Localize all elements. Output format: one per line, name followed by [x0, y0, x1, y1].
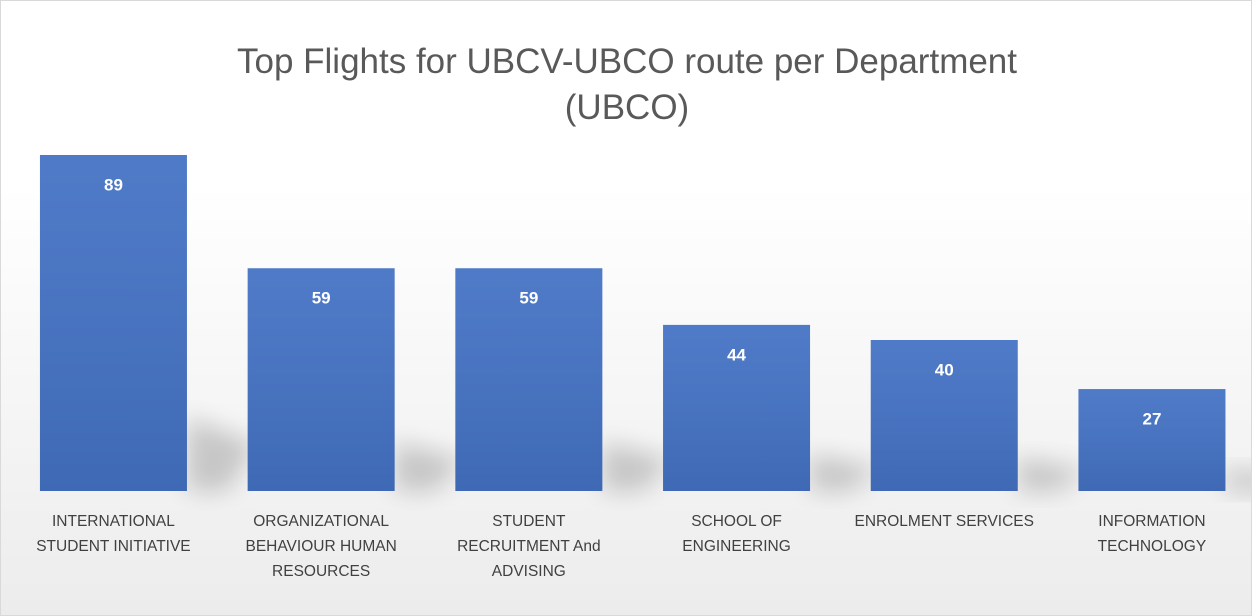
chart-title: Top Flights for UBCV-UBCO route per Depa… — [236, 42, 1017, 127]
bar-shade — [663, 324, 811, 491]
bar-shade — [39, 155, 187, 491]
bar-shadow — [1017, 457, 1088, 491]
data-label: 40 — [935, 360, 954, 379]
bar-shadow — [186, 417, 257, 491]
x-tick-label: STUDENT RECRUITMENT And ADVISING — [457, 513, 601, 580]
data-label: 44 — [727, 345, 746, 364]
bar-shadow — [810, 454, 881, 491]
data-label: 27 — [1142, 410, 1161, 429]
x-tick-label: INTERNATIONAL STUDENT INITIATIVE — [36, 513, 191, 555]
x-tick-label: SCHOOL OF ENGINEERING — [682, 513, 791, 555]
x-tick-label: ORGANIZATIONAL BEHAVIOUR HUMAN RESOURCES — [245, 513, 397, 580]
bar-shade — [247, 268, 395, 491]
bar-shade — [870, 339, 1018, 491]
bar-shadow — [1225, 468, 1251, 491]
bar-shadow — [602, 441, 673, 491]
x-tick-label: INFORMATION TECHNOLOGY — [1097, 513, 1207, 555]
x-tick-label: ENROLMENT SERVICES — [854, 513, 1034, 530]
bar-shade — [455, 268, 603, 491]
data-label: 59 — [312, 289, 331, 308]
bar-shade — [1078, 389, 1226, 491]
data-label: 89 — [104, 175, 123, 194]
data-label: 59 — [519, 289, 538, 308]
bar-shadow — [394, 441, 465, 491]
